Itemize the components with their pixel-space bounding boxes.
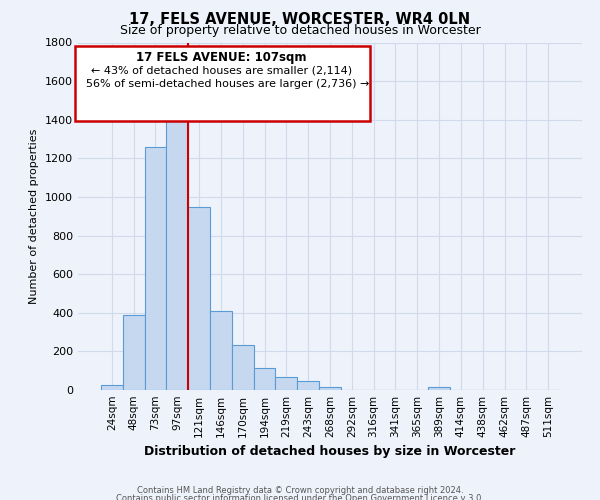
X-axis label: Distribution of detached houses by size in Worcester: Distribution of detached houses by size … bbox=[145, 446, 515, 458]
FancyBboxPatch shape bbox=[76, 46, 370, 120]
Bar bbox=[232, 344, 254, 390]
Bar bbox=[319, 387, 341, 390]
Bar bbox=[428, 387, 450, 390]
Bar bbox=[275, 378, 297, 390]
Bar bbox=[145, 147, 166, 390]
Bar bbox=[297, 380, 319, 390]
Bar bbox=[166, 120, 188, 390]
Text: 17, FELS AVENUE, WORCESTER, WR4 0LN: 17, FELS AVENUE, WORCESTER, WR4 0LN bbox=[130, 12, 470, 28]
Bar bbox=[101, 385, 123, 390]
Bar bbox=[254, 368, 275, 390]
Text: ← 43% of detached houses are smaller (2,114): ← 43% of detached houses are smaller (2,… bbox=[91, 65, 352, 75]
Bar bbox=[210, 311, 232, 390]
Text: 17 FELS AVENUE: 107sqm: 17 FELS AVENUE: 107sqm bbox=[136, 51, 307, 64]
Text: Contains public sector information licensed under the Open Government Licence v : Contains public sector information licen… bbox=[116, 494, 484, 500]
Bar bbox=[123, 314, 145, 390]
Bar bbox=[188, 206, 210, 390]
Y-axis label: Number of detached properties: Number of detached properties bbox=[29, 128, 40, 304]
Text: 56% of semi-detached houses are larger (2,736) →: 56% of semi-detached houses are larger (… bbox=[86, 79, 369, 89]
Text: Size of property relative to detached houses in Worcester: Size of property relative to detached ho… bbox=[119, 24, 481, 37]
Text: Contains HM Land Registry data © Crown copyright and database right 2024.: Contains HM Land Registry data © Crown c… bbox=[137, 486, 463, 495]
